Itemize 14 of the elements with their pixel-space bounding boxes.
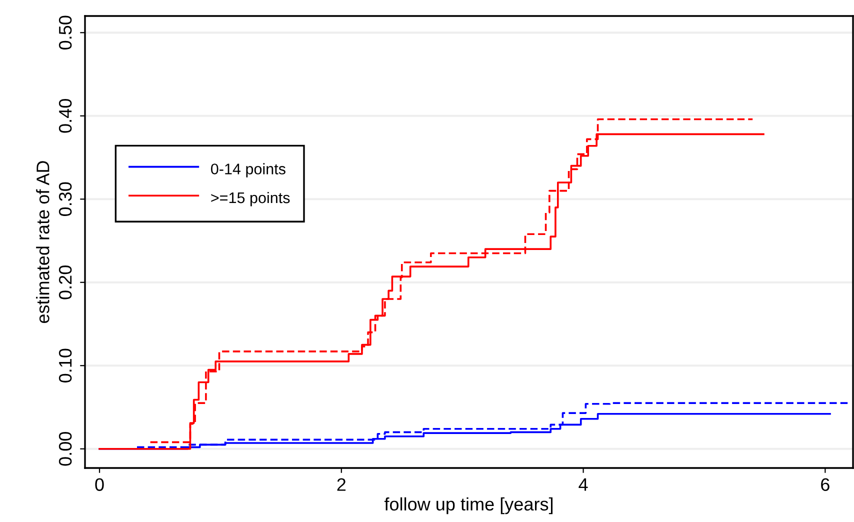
legend-label: 0-14 points [211,163,286,178]
x-tick-label: 0 [95,478,104,491]
legend-label: >=15 points [211,192,290,206]
y-tick-label: 0.00 [58,432,72,466]
x-axis-title: follow up time [years] [384,497,553,514]
x-tick-label: 2 [337,478,346,491]
y-tick-label: 0.40 [58,99,72,133]
y-tick-label: 0.20 [58,266,72,300]
y-tick-label: 0.30 [58,182,72,216]
x-tick-label: 6 [821,478,830,491]
y-tick-label: 0.10 [58,348,72,382]
y-tick-label: 0.50 [58,16,72,50]
y-axis-title: estimated rate of AD [36,161,50,324]
x-tick-label: 4 [578,478,588,491]
